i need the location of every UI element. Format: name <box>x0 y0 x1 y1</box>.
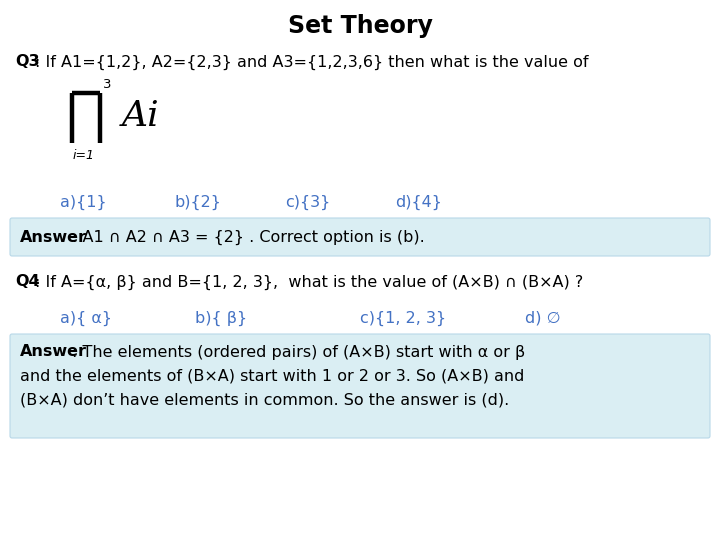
Text: 3: 3 <box>103 78 112 91</box>
Text: Q4: Q4 <box>15 274 40 289</box>
Text: Ai: Ai <box>122 99 160 133</box>
Text: and the elements of (B×A) start with 1 or 2 or 3. So (A×B) and: and the elements of (B×A) start with 1 o… <box>20 368 524 383</box>
Text: d){4}: d){4} <box>395 194 442 210</box>
Text: a){1}: a){1} <box>60 194 107 210</box>
Text: : If A={α, β} and B={1, 2, 3},  what is the value of (A×B) ∩ (B×A) ?: : If A={α, β} and B={1, 2, 3}, what is t… <box>35 274 583 289</box>
Text: d) ∅: d) ∅ <box>525 310 561 326</box>
Text: : If A1={1,2}, A2={2,3} and A3={1,2,3,6} then what is the value of: : If A1={1,2}, A2={2,3} and A3={1,2,3,6}… <box>35 55 588 70</box>
Text: i=1: i=1 <box>73 149 95 162</box>
FancyBboxPatch shape <box>10 334 710 438</box>
Text: Set Theory: Set Theory <box>287 14 433 38</box>
Text: b){2}: b){2} <box>175 194 222 210</box>
Text: c){1, 2, 3}: c){1, 2, 3} <box>360 310 446 326</box>
Text: Q3: Q3 <box>15 55 40 70</box>
Text: Answer: Answer <box>20 345 87 360</box>
Text: c){3}: c){3} <box>285 194 330 210</box>
Text: Answer: Answer <box>20 230 87 245</box>
Text: : The elements (ordered pairs) of (A×B) start with α or β: : The elements (ordered pairs) of (A×B) … <box>72 345 526 360</box>
Text: b){ β}: b){ β} <box>195 310 247 326</box>
Text: (B×A) don’t have elements in common. So the answer is (d).: (B×A) don’t have elements in common. So … <box>20 393 509 408</box>
FancyBboxPatch shape <box>10 218 710 256</box>
Text: : A1 ∩ A2 ∩ A3 = {2} . Correct option is (b).: : A1 ∩ A2 ∩ A3 = {2} . Correct option is… <box>72 230 425 245</box>
Text: a){ α}: a){ α} <box>60 310 112 326</box>
